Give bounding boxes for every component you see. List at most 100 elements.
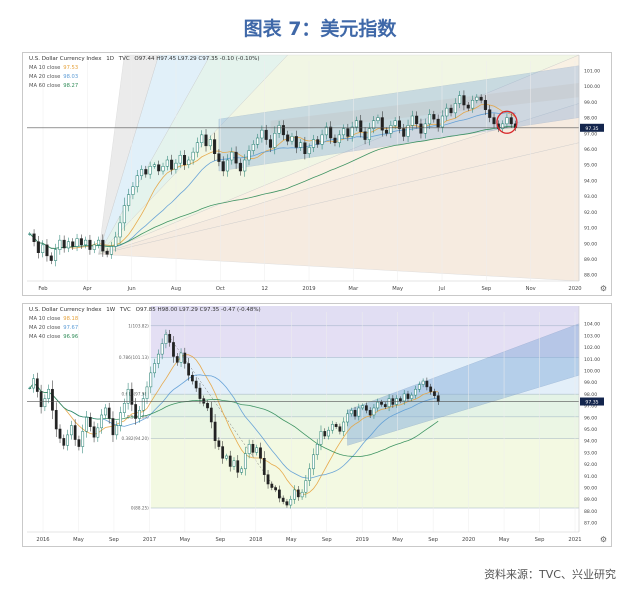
candle-body xyxy=(423,123,427,134)
fib-level-label: 0.618(97.98) xyxy=(122,392,150,397)
candle-body xyxy=(315,443,319,456)
candle-body xyxy=(488,109,492,118)
candle-body xyxy=(191,151,195,161)
x-tick-label: May xyxy=(286,537,297,543)
candle-body xyxy=(115,425,119,436)
candle-body xyxy=(243,453,247,470)
candle-body xyxy=(290,136,294,142)
source-label: TVC xyxy=(118,56,130,62)
candle-body xyxy=(54,410,58,430)
candle-body xyxy=(402,128,406,137)
candle-body xyxy=(365,405,368,411)
y-tick-label: 94.00 xyxy=(584,439,597,445)
candle-body xyxy=(145,386,149,399)
y-tick-label: 95.00 xyxy=(584,427,597,433)
candle-body xyxy=(119,412,122,426)
weekly-chart-plot[interactable]: 1(103.82)0.786(101.13)0.618(97.98)0.5(96… xyxy=(23,304,611,546)
fib-level-label: 0(88.25) xyxy=(131,506,149,511)
candle-body xyxy=(421,380,425,385)
candle-body xyxy=(221,161,225,172)
candle-body xyxy=(342,128,346,136)
y-tick-label: 101.00 xyxy=(584,68,600,74)
candle-body xyxy=(479,96,483,101)
y-tick-label: 104.00 xyxy=(584,322,600,328)
candle-body xyxy=(251,144,255,151)
candle-body xyxy=(75,238,79,247)
candle-body xyxy=(32,233,36,242)
daily-chart-header: U.S. Dollar Currency Index 1D TVC O97.44… xyxy=(29,56,263,62)
candle-body xyxy=(209,407,213,423)
candle-body xyxy=(217,153,221,162)
candle-body xyxy=(285,501,289,506)
candle-body xyxy=(107,407,111,419)
fib-level-label: 1(103.82) xyxy=(128,323,149,328)
candle-body xyxy=(333,137,337,143)
x-tick-label: Sep xyxy=(109,537,119,543)
candle-body xyxy=(152,164,156,167)
candle-body xyxy=(225,455,228,459)
candle-body xyxy=(51,388,54,411)
daily-chart-panel[interactable]: Feb Apr Jun Aug Oct 12 2019 Mar May Jul Sep Nov 2020… xyxy=(22,52,612,296)
fib-band xyxy=(150,394,579,417)
candle-body xyxy=(32,378,35,389)
candle-body xyxy=(262,458,266,475)
candle-body xyxy=(376,117,380,121)
resistance-band xyxy=(270,83,579,134)
candle-body xyxy=(81,431,85,447)
weekly-chart-panel[interactable]: 1(103.82) 0.786(101.13) 0.618(97.98) 0.5(96… xyxy=(22,303,612,547)
chart-settings-icon[interactable]: ⚙ xyxy=(599,535,607,544)
candle-body xyxy=(359,120,363,132)
legend-ma20: MA 20 close 98.03 xyxy=(29,74,78,80)
symbol-name: U.S. Dollar Currency Index xyxy=(29,307,102,313)
legend-label: MA 10 close xyxy=(29,316,61,322)
legend-ma10: MA 10 close 98.18 xyxy=(29,316,78,322)
legend-ma10: MA 10 close 97.53 xyxy=(29,65,78,71)
candle-body xyxy=(323,431,327,437)
candle-body xyxy=(138,410,141,419)
candle-body xyxy=(126,388,130,404)
candle-body xyxy=(299,142,303,148)
candle-body xyxy=(122,205,126,224)
x-tick-label: 2016 xyxy=(36,537,49,543)
candle-body xyxy=(172,342,175,357)
candle-body xyxy=(54,249,58,261)
candle-body xyxy=(329,126,333,139)
x-tick-label: May xyxy=(499,537,510,543)
candle-body xyxy=(221,446,225,459)
candle-body xyxy=(300,491,304,498)
daily-chart-plot[interactable]: Feb Apr Jun Aug Oct 12 2019 Mar May Jul Sep Nov 2020… xyxy=(23,53,611,295)
candle-body xyxy=(415,115,419,125)
chart-settings-icon[interactable]: ⚙ xyxy=(599,284,607,293)
y-tick-label: 98.00 xyxy=(584,392,597,398)
candle-body xyxy=(281,125,285,136)
candle-body xyxy=(440,115,444,128)
x-tick-label: 2020 xyxy=(462,537,475,543)
candle-body xyxy=(255,447,259,453)
candle-body xyxy=(501,123,505,129)
current-price-label: 97.35 xyxy=(585,126,598,132)
candle-body xyxy=(206,403,209,409)
y-tick-label: 102.00 xyxy=(584,345,600,351)
candle-body xyxy=(114,236,118,247)
legend-label: MA 60 close xyxy=(29,83,61,89)
y-tick-label: 93.00 xyxy=(584,194,597,200)
y-tick-label: 97.00 xyxy=(584,131,597,137)
candle-body xyxy=(316,139,320,145)
candle-body xyxy=(127,194,131,206)
candle-body xyxy=(338,426,342,432)
candle-body xyxy=(266,474,270,485)
candle-body xyxy=(363,131,367,140)
candle-body xyxy=(49,255,53,261)
candle-body xyxy=(453,103,457,114)
candle-body xyxy=(387,398,391,408)
candle-body xyxy=(466,104,470,109)
ohlc-readout: O97.85 H98.00 L97.29 C97.35 -0.47 (-0.48… xyxy=(135,307,261,313)
candle-body xyxy=(105,250,109,255)
y-tick-label: 99.00 xyxy=(584,380,597,386)
candle-body xyxy=(69,425,73,436)
x-tick-label: 2018 xyxy=(249,537,262,543)
candle-body xyxy=(88,417,92,427)
candle-body xyxy=(274,487,277,491)
candle-body xyxy=(462,95,466,106)
fib-band-top xyxy=(150,306,579,326)
